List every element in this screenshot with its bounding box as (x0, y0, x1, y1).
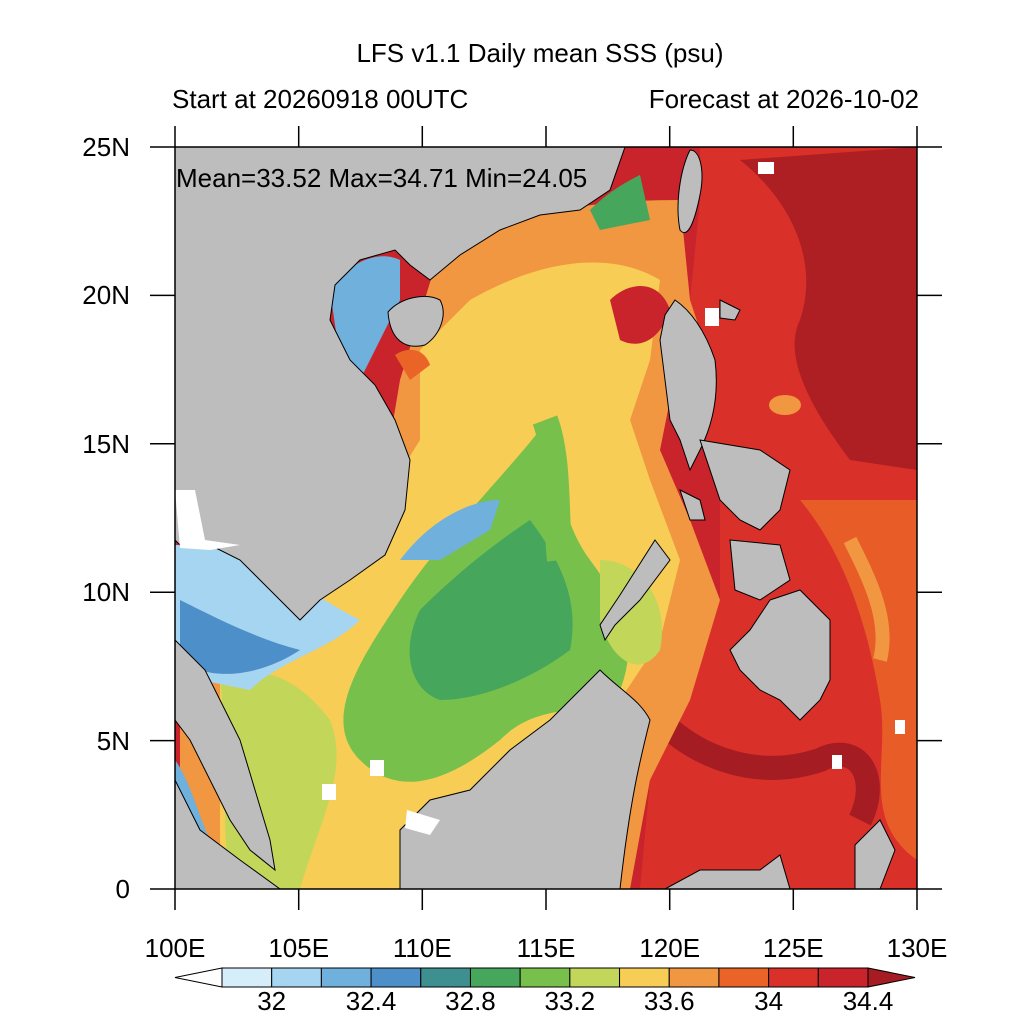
colorbar-box (469, 967, 521, 988)
colorbar-box (619, 967, 670, 988)
colorbar-box (768, 967, 819, 988)
lon-label: 130E (887, 933, 948, 963)
stats-label: Mean=33.52 Max=34.71 Min=24.05 (176, 163, 588, 193)
salinity-field (175, 147, 917, 889)
lat-label: 20N (82, 280, 130, 310)
lat-label: 25N (82, 132, 130, 162)
colorbar-label: 33.2 (545, 986, 596, 1016)
colorbar-label: 32 (257, 986, 286, 1016)
lon-label: 120E (639, 933, 700, 963)
colorbar-box (320, 967, 372, 988)
lon-label: 105E (268, 933, 329, 963)
lon-label: 115E (517, 933, 576, 963)
colorbar-label: 34 (754, 986, 783, 1016)
lat-label: 15N (82, 429, 130, 459)
colorbar-label: 33.6 (644, 986, 695, 1016)
colorbar-box (271, 967, 322, 988)
colorbar-box (817, 967, 869, 988)
lat-label: 0 (116, 874, 130, 904)
colorbar-box (569, 967, 621, 988)
colorbar-box (420, 967, 471, 988)
lon-label: 100E (145, 933, 206, 963)
colorbar-high-triangle (867, 967, 916, 988)
map-title: LFS v1.1 Daily mean SSS (psu) (356, 38, 724, 68)
latitude-labels: 25N 20N 15N 10N 5N 0 (82, 132, 130, 904)
lon-label: 125E (763, 933, 824, 963)
colorbar-label: 32.4 (346, 986, 397, 1016)
lon-label: 110E (393, 933, 452, 963)
colorbar-label: 34.4 (843, 986, 894, 1016)
lat-label: 5N (97, 726, 130, 756)
colorbar: 32 32.4 32.8 33.2 33.6 34 34.4 (174, 967, 916, 1016)
colorbar-low-triangle (174, 967, 223, 988)
colorbar-box (718, 967, 770, 988)
missing-data (175, 162, 905, 835)
colorbar-box (221, 967, 273, 988)
forecast-time-label: Forecast at 2026-10-02 (648, 84, 919, 114)
colorbar-label: 32.8 (445, 986, 496, 1016)
start-time-label: Start at 20260918 00UTC (172, 84, 469, 114)
colorbar-box (668, 967, 720, 988)
colorbar-box (370, 967, 422, 988)
land-masses (175, 147, 896, 889)
colorbar-box (519, 967, 571, 988)
longitude-labels: 100E 105E 110E 115E 120E 125E 130E (145, 933, 948, 963)
axis-ticks (150, 126, 942, 910)
lat-label: 10N (82, 577, 130, 607)
